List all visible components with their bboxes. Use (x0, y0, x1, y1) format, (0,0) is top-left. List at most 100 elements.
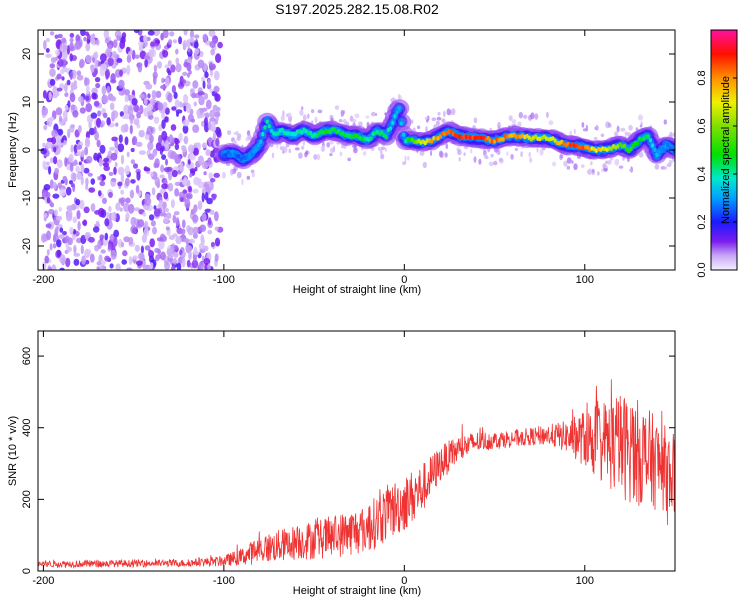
heatmap-scatter-cell (530, 112, 535, 120)
heatmap-noise-cell (101, 174, 107, 181)
heatmap-noise-cell (70, 104, 76, 111)
snr-y-label: SNR (10 * v/v) (7, 416, 19, 486)
heatmap-noise-cell (165, 226, 170, 231)
heatmap-noise-cell (208, 30, 216, 37)
heatmap-noise-cell (154, 247, 160, 254)
heatmap-noise-cell (163, 217, 169, 224)
heatmap-noise-cell (69, 41, 74, 52)
heatmap-noise-cell (172, 233, 178, 238)
heatmap-scatter-cell (590, 161, 593, 166)
heatmap-noise-cell (168, 39, 173, 45)
snr-x-label: Height of straight line (km) (293, 585, 421, 597)
heatmap-ridge-cell (393, 114, 397, 119)
heatmap-noise-cell (138, 129, 145, 138)
heatmap-noise-cell (72, 110, 79, 118)
heatmap-noise-cell (83, 206, 90, 214)
heatmap-noise-cell (207, 120, 212, 130)
heatmap-noise-cell (82, 220, 87, 226)
colorbar-tick-label: 0.4 (696, 166, 708, 181)
heatmap-noise-cell (176, 111, 179, 117)
heatmap-noise-cell (170, 151, 177, 160)
heatmap-noise-cell (170, 265, 176, 270)
heatmap-noise-cell (49, 68, 56, 77)
heatmap-noise-cell (210, 241, 215, 247)
heatmap-noise-cell (59, 42, 67, 53)
heatmap-noise-cell (92, 226, 100, 233)
heatmap-scatter-cell (425, 119, 429, 123)
heatmap-noise-cell (127, 106, 134, 116)
heatmap-noise-cell (64, 235, 70, 243)
heatmap-noise-cell (183, 94, 189, 104)
heatmap-noise-cell (76, 74, 84, 81)
heatmap-noise-cell (76, 70, 82, 76)
heatmap-scatter-cell (608, 122, 611, 127)
heatmap-scatter-cell (616, 125, 620, 133)
heatmap-scatter-cell (518, 112, 523, 119)
heatmap-noise-cell (108, 205, 112, 213)
heatmap-noise-cell (186, 259, 191, 268)
heatmap-noise-cell (146, 125, 154, 136)
heatmap-noise-cell (143, 97, 148, 106)
heatmap-ridge-cell (425, 138, 429, 143)
heatmap-noise-cell (75, 40, 82, 50)
heatmap-scatter-cell (536, 146, 539, 153)
heatmap-ridge-cell (230, 149, 235, 154)
heatmap-noise-cell (215, 53, 222, 64)
heatmap-scatter-cell (451, 108, 456, 116)
heatmap-noise-cell (106, 212, 110, 221)
heatmap-noise-cell (132, 227, 137, 234)
heatmap-noise-cell (55, 91, 60, 97)
heatmap-ridge-cell (501, 137, 505, 142)
heatmap-scatter-cell (571, 160, 574, 164)
heatmap-noise-cell (167, 70, 172, 76)
heatmap-noise-cell (75, 165, 80, 173)
heatmap-noise-cell (140, 245, 144, 254)
heatmap-noise-cell (108, 191, 113, 198)
heatmap-ridge-cell (228, 152, 232, 157)
heatmap-noise-cell (119, 69, 123, 77)
heatmap-scatter-cell (582, 128, 587, 132)
heatmap-noise-cell (100, 53, 107, 63)
heatmap-scatter-cell (246, 175, 250, 180)
heatmap-noise-cell (99, 234, 105, 240)
heatmap-noise-cell (80, 163, 85, 173)
heatmap-ridge-cell (332, 127, 336, 132)
heatmap-noise-cell (85, 84, 90, 95)
heatmap-noise-cell (43, 213, 48, 219)
heatmap-noise-cell (83, 167, 90, 174)
heatmap-scatter-cell (552, 161, 557, 167)
heatmap-noise-cell (142, 263, 147, 270)
heatmap-noise-cell (189, 173, 193, 178)
heatmap-scatter-cell (559, 154, 564, 159)
heatmap-noise-cell (88, 127, 96, 136)
x-tick-label: 100 (576, 274, 594, 286)
heatmap-noise-cell (90, 34, 94, 45)
heatmap-noise-cell (211, 120, 216, 131)
heatmap-noise-cell (57, 33, 63, 39)
heatmap-noise-cell (130, 216, 137, 227)
heatmap-noise-cell (128, 203, 135, 214)
heatmap-noise-cell (64, 82, 68, 93)
heatmap-noise-cell (161, 183, 168, 190)
heatmap-noise-cell (161, 154, 167, 161)
y-tick-label: -20 (21, 238, 33, 254)
heatmap-scatter-cell (305, 150, 309, 155)
heatmap-noise-cell (167, 92, 173, 103)
heatmap-scatter-cell (609, 157, 614, 161)
heatmap-noise-cell (41, 106, 49, 116)
heatmap-noise-cell (59, 227, 64, 233)
heatmap-noise-cell (69, 92, 76, 103)
heatmap-noise-cell (46, 197, 51, 204)
heatmap-scatter-cell (314, 116, 318, 124)
heatmap-noise-cell (206, 197, 213, 205)
heatmap-noise-cell (189, 30, 195, 39)
heatmap-noise-cell (45, 38, 50, 43)
heatmap-noise-cell (109, 96, 116, 101)
heatmap-noise-cell (97, 239, 102, 250)
heatmap-noise-cell (85, 42, 91, 52)
heatmap-noise-cell (72, 172, 77, 183)
heatmap-noise-cell (214, 111, 221, 118)
heatmap-noise-cell (143, 107, 149, 117)
heatmap-noise-cell (174, 143, 180, 151)
heatmap-scatter-cell (232, 139, 237, 144)
